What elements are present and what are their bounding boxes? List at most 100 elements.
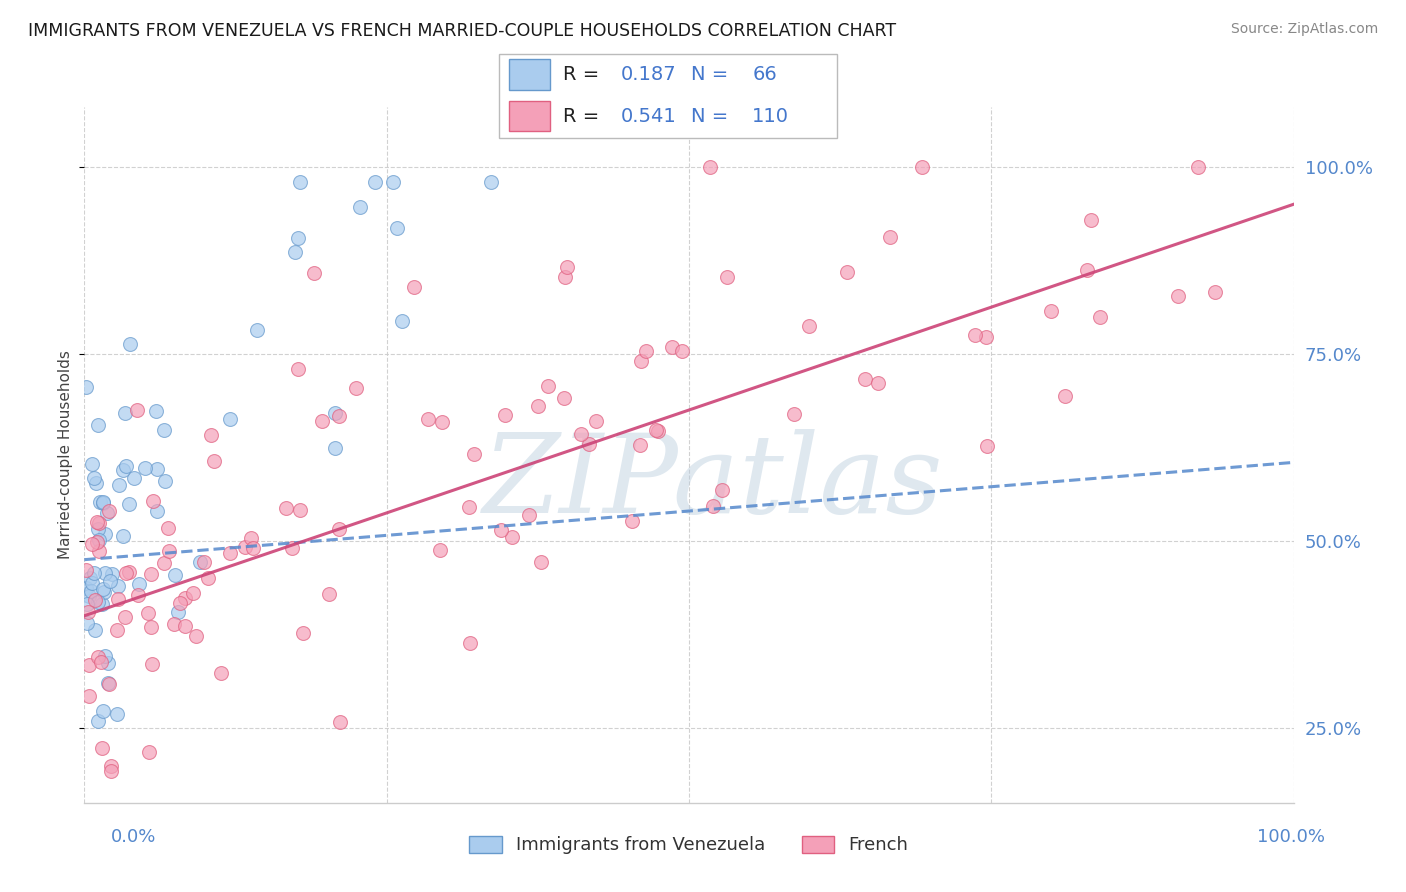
Point	[1039, 304, 1062, 318]
Point	[77, 689, 100, 703]
Point	[1080, 213, 1102, 227]
Point	[101, 567, 124, 582]
Point	[630, 353, 652, 368]
Point	[80, 537, 103, 551]
Point	[242, 541, 264, 555]
Point	[125, 403, 148, 417]
Point	[866, 376, 889, 390]
Point	[83, 566, 105, 581]
Point	[90, 741, 112, 756]
Point	[716, 269, 738, 284]
Point	[304, 266, 326, 280]
Point	[661, 340, 683, 354]
Point	[115, 459, 138, 474]
Point	[328, 409, 350, 423]
Point	[699, 160, 721, 174]
Point	[391, 314, 413, 328]
FancyBboxPatch shape	[499, 54, 837, 138]
Point	[112, 529, 135, 543]
Point	[911, 160, 934, 174]
Point	[84, 475, 107, 490]
Text: N =: N =	[692, 107, 735, 126]
Point	[287, 361, 309, 376]
Point	[569, 427, 592, 442]
Point	[416, 412, 439, 426]
Point	[167, 605, 190, 619]
Point	[620, 514, 643, 528]
Text: 0.0%: 0.0%	[111, 828, 156, 846]
Point	[93, 705, 115, 719]
Point	[77, 589, 100, 603]
Point	[97, 676, 120, 690]
Point	[87, 522, 110, 536]
Point	[274, 500, 297, 515]
Point	[636, 343, 658, 358]
Point	[193, 555, 215, 569]
Point	[75, 563, 97, 577]
Y-axis label: Married-couple Households: Married-couple Households	[58, 351, 73, 559]
Point	[96, 506, 118, 520]
Point	[288, 503, 311, 517]
Point	[519, 508, 541, 522]
Point	[1053, 389, 1076, 403]
Point	[246, 323, 269, 337]
Point	[291, 625, 314, 640]
Point	[387, 221, 409, 235]
Point	[127, 588, 149, 602]
Point	[98, 574, 121, 588]
Point	[489, 524, 512, 538]
Point	[163, 568, 186, 582]
Point	[114, 406, 136, 420]
Point	[89, 495, 111, 509]
Point	[87, 595, 110, 609]
Point	[98, 677, 121, 691]
Point	[134, 461, 156, 475]
Point	[139, 620, 162, 634]
Point	[138, 746, 160, 760]
Point	[94, 648, 117, 663]
Text: 0.187: 0.187	[620, 65, 676, 84]
Point	[114, 610, 136, 624]
Point	[156, 521, 179, 535]
Point	[628, 438, 651, 452]
Point	[404, 280, 426, 294]
Point	[141, 657, 163, 671]
Point	[97, 656, 120, 670]
Point	[83, 623, 105, 637]
Point	[142, 493, 165, 508]
Point	[976, 439, 998, 453]
Point	[86, 515, 108, 529]
Point	[553, 391, 575, 405]
Point	[494, 408, 516, 422]
Point	[117, 565, 139, 579]
Point	[197, 571, 219, 585]
Point	[879, 230, 901, 244]
Point	[235, 540, 257, 554]
Point	[329, 714, 352, 729]
Point	[87, 516, 110, 530]
Point	[184, 629, 207, 643]
Text: 110: 110	[752, 107, 789, 126]
Point	[94, 566, 117, 581]
Point	[323, 441, 346, 455]
Point	[94, 526, 117, 541]
Point	[174, 591, 197, 605]
Text: N =: N =	[692, 65, 735, 84]
Point	[530, 556, 553, 570]
Point	[323, 406, 346, 420]
Point	[87, 543, 110, 558]
Point	[80, 457, 103, 471]
Point	[105, 706, 128, 721]
Point	[211, 665, 233, 680]
Point	[1076, 263, 1098, 277]
Point	[139, 566, 162, 581]
Text: ZIPatlas: ZIPatlas	[482, 429, 943, 536]
Point	[463, 447, 485, 461]
Point	[87, 417, 110, 432]
Point	[219, 545, 242, 559]
Point	[107, 478, 129, 492]
Text: R =: R =	[564, 107, 606, 126]
Point	[311, 414, 333, 428]
Point	[163, 617, 186, 632]
Point	[136, 606, 159, 620]
